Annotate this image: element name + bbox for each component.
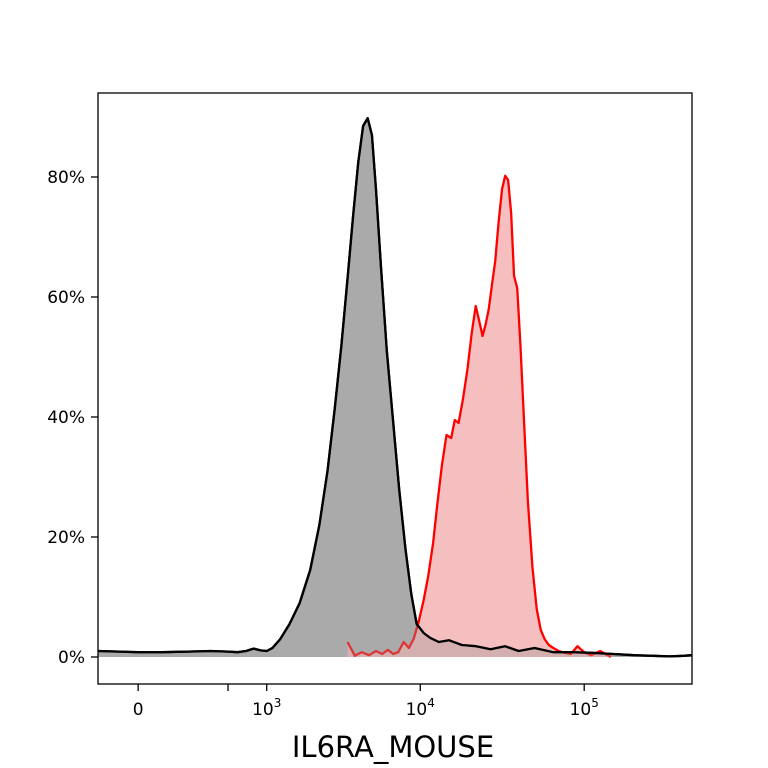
plot-area [97, 117, 693, 659]
y-tick-label-2: 40% [47, 408, 85, 428]
x-axis: 0 103 104 105 [133, 684, 599, 720]
x-tick-label-0: 0 [133, 700, 144, 720]
series-2-line [346, 174, 612, 659]
y-axis: 0% 20% 40% 60% 80% [47, 168, 98, 668]
x-tick-label-1: 103 [252, 696, 281, 720]
x-tick-label-2: 104 [406, 696, 435, 720]
series-overlap-shade [98, 118, 692, 657]
y-tick-label-3: 60% [47, 288, 85, 308]
y-tick-label-4: 80% [47, 168, 85, 188]
x-axis-title: IL6RA_MOUSE [292, 730, 494, 764]
series-1-area [98, 118, 692, 657]
y-tick-label-0: 0% [58, 648, 85, 668]
plot-frame [97, 92, 693, 685]
x-tick-label-3: 105 [570, 696, 599, 720]
series-2-area [347, 175, 611, 658]
series-1-outline [97, 117, 693, 658]
y-tick-label-1: 20% [47, 528, 85, 548]
